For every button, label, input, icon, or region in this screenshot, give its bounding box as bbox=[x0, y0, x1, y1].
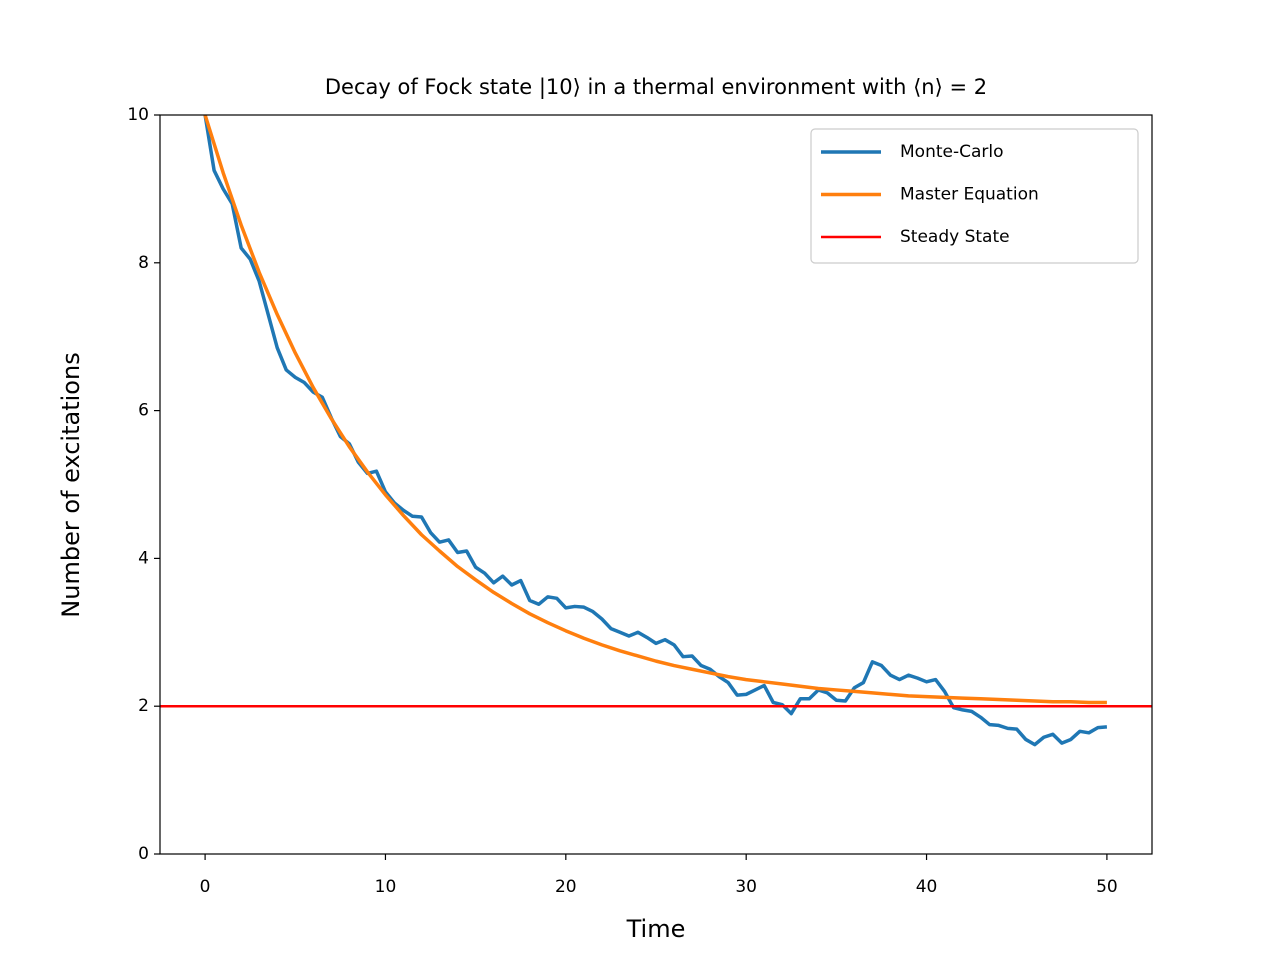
y-tick-label: 6 bbox=[138, 401, 149, 421]
chart-title: Decay of Fock state |10⟩ in a thermal en… bbox=[325, 75, 987, 100]
x-tick-label: 30 bbox=[735, 877, 757, 897]
y-tick-label: 4 bbox=[138, 548, 149, 568]
x-tick-label: 10 bbox=[375, 877, 397, 897]
series-line bbox=[203, 115, 1107, 705]
legend-label: Monte-Carlo bbox=[900, 142, 1004, 162]
x-tick-label: 50 bbox=[1096, 877, 1118, 897]
x-tick-label: 40 bbox=[916, 877, 938, 897]
plot-frame bbox=[159, 114, 1153, 855]
y-tick-label: 2 bbox=[138, 696, 149, 716]
y-axis-label: Number of excitations bbox=[57, 352, 85, 617]
legend-label: Steady State bbox=[900, 227, 1010, 247]
x-tick-label: 0 bbox=[200, 877, 211, 897]
y-tick-label: 10 bbox=[127, 105, 149, 125]
legend-label: Master Equation bbox=[900, 185, 1039, 205]
y-tick-label: 0 bbox=[138, 844, 149, 864]
x-tick-label: 20 bbox=[555, 877, 577, 897]
y-tick-label: 8 bbox=[138, 253, 149, 273]
legend-box bbox=[810, 128, 1139, 264]
x-axis-label: Time bbox=[626, 915, 686, 943]
